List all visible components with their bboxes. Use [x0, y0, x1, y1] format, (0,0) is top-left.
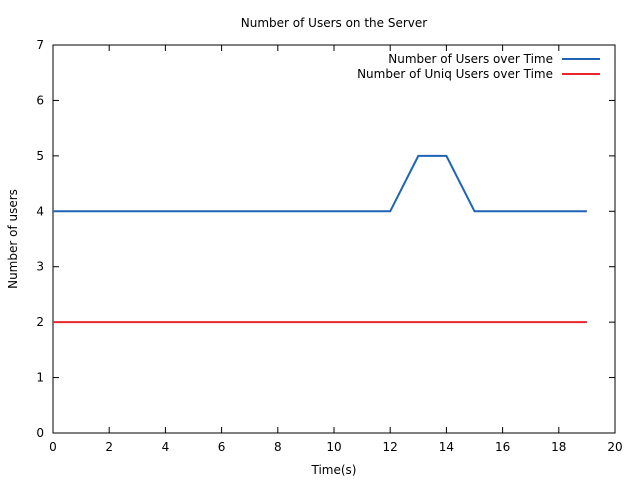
- chart-title: Number of Users on the Server: [241, 16, 428, 30]
- legend-label-2: Number of Uniq Users over Time: [357, 67, 553, 81]
- y-tick-label: 0: [36, 426, 44, 440]
- series-line-1: [53, 154, 587, 213]
- x-tick-label: 8: [274, 440, 282, 454]
- legend-label-1: Number of Users over Time: [388, 52, 553, 66]
- series-lines: [53, 154, 587, 324]
- y-tick-label: 6: [36, 93, 44, 107]
- y-tick-label: 4: [36, 204, 44, 218]
- y-axis-label: Number of users: [6, 189, 20, 289]
- x-tick-label: 18: [551, 440, 566, 454]
- x-tick-label: 0: [49, 440, 57, 454]
- x-tick-label: 16: [495, 440, 510, 454]
- y-tick-label: 3: [36, 260, 44, 274]
- x-tick-label: 12: [383, 440, 398, 454]
- x-tick-label: 6: [218, 440, 226, 454]
- x-tick-label: 2: [105, 440, 113, 454]
- x-tick-label: 4: [162, 440, 170, 454]
- x-tick-label: 14: [439, 440, 454, 454]
- y-tick-label: 5: [36, 149, 44, 163]
- x-tick-label: 20: [607, 440, 622, 454]
- plot-frame: [52, 44, 616, 434]
- y-tick-label: 1: [36, 371, 44, 385]
- x-axis-label: Time(s): [311, 463, 357, 477]
- x-tick-label: 10: [326, 440, 341, 454]
- y-tick-label: 2: [36, 315, 44, 329]
- y-tick-label: 7: [36, 38, 44, 52]
